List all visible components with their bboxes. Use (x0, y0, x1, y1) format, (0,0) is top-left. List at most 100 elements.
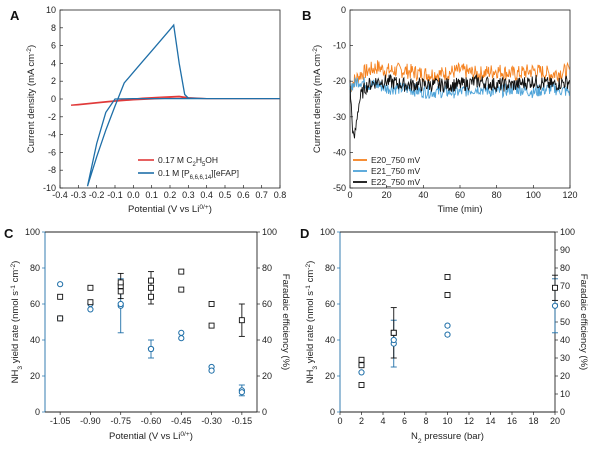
y-left-tick-label: 20 (325, 371, 335, 381)
x-tick-label: 0.4 (200, 190, 213, 200)
panel-d-label: D (300, 226, 309, 241)
y-tick-label: 0 (51, 94, 56, 104)
fe-point (117, 288, 124, 295)
y-right-tick-label: 40 (262, 335, 272, 345)
fe-point (148, 277, 154, 284)
x-tick-label: -0.2 (89, 190, 105, 200)
y-left-axis-label: NH3 yield rate (nmol s-1 cm-2) (305, 261, 319, 384)
panel-a-label: A (10, 8, 20, 23)
panel-c-label: C (4, 226, 14, 241)
y-tick-label: -6 (48, 147, 56, 157)
panel-d: D0 2 4 6 8 10 12 14 16 18 200204060801000102030405… (300, 226, 589, 445)
x-tick-label: -0.45 (171, 416, 192, 426)
y-left-tick-label: 60 (30, 299, 40, 309)
fe-point (444, 274, 451, 280)
y-left-tick-label: 20 (30, 371, 40, 381)
yield-point (147, 345, 155, 353)
x-tick-label: 20 (382, 190, 392, 200)
x-tick-label: 0.7 (255, 190, 268, 200)
x-tick-label: 0.3 (182, 190, 195, 200)
y-tick-label: -30 (333, 112, 346, 122)
x-tick-label: 2 (359, 416, 364, 426)
y-right-tick-label: 70 (560, 281, 570, 291)
x-tick-label: 0.1 (145, 190, 158, 200)
x-tick-label: 40 (418, 190, 428, 200)
x-axis-label: Potential (V vs Li0/+) (109, 431, 193, 443)
fe-point (358, 356, 365, 363)
fe-point (390, 329, 397, 336)
yield-point (208, 367, 215, 374)
x-tick-label: 0 (347, 190, 352, 200)
y-right-tick-label: 80 (262, 263, 272, 273)
x-tick-label: 16 (507, 416, 517, 426)
x-tick-label: -0.4 (52, 190, 68, 200)
x-axis-label: Time (min) (437, 204, 482, 215)
panel-c: C -1.05 -0.90 -0.75 -0.60 -0.45 -0.30 -0.15 0 20 4… (4, 226, 291, 442)
y-tick-label: -10 (43, 183, 56, 193)
fe-point (87, 284, 94, 291)
y-left-tick-label: 0 (330, 407, 335, 417)
fe-point (444, 292, 451, 298)
fe-point (208, 322, 215, 329)
yield-point (444, 322, 451, 329)
y-right-tick-label: 10 (560, 389, 570, 399)
series-line-2 (86, 23, 280, 187)
y-right-tick-label: 20 (262, 371, 272, 381)
y-right-tick-label: 20 (560, 371, 570, 381)
fe-point (117, 279, 124, 286)
yield-point (390, 336, 397, 344)
y-left-tick-label: 80 (325, 263, 335, 273)
y-tick-label: -50 (333, 183, 346, 193)
y-left-tick-label: 80 (30, 263, 40, 273)
x-tick-label: 0.6 (237, 190, 250, 200)
x-tick-label: -1.05 (50, 416, 71, 426)
y-right-tick-label: 100 (262, 227, 277, 237)
x-tick-label: 0 (337, 416, 342, 426)
x-tick-label: 20 (550, 416, 560, 426)
y-tick-label: -8 (48, 165, 56, 175)
yield-point (117, 300, 124, 308)
panel-b: B 0 20 40 60 80 100 120 0 -10 -20 -30 -40 -50 Time (mi… (302, 5, 578, 215)
x-tick-label: 80 (492, 190, 502, 200)
y-axis-label: Current density (mA cm-2) (312, 45, 324, 153)
yield-mean-marker (551, 302, 559, 309)
x-axis-label: Potential (V vs Li0/+) (128, 204, 212, 216)
x-tick-label: -0.3 (71, 190, 87, 200)
x-tick-label: 8 (423, 416, 428, 426)
y-tick-label: 4 (51, 58, 56, 68)
fe-point (208, 301, 215, 307)
yield-point (238, 389, 245, 396)
series-line-2 (349, 76, 570, 99)
fe-mean-marker (148, 284, 154, 291)
y-left-tick-label: 100 (320, 227, 335, 237)
legend-entry: E22_750 mV (371, 177, 420, 187)
y-tick-label: 6 (51, 41, 56, 51)
y-tick-label: 0 (341, 5, 346, 15)
x-tick-label: 60 (455, 190, 465, 200)
x-tick-label: -0.30 (201, 416, 222, 426)
x-tick-label: 0.2 (164, 190, 177, 200)
x-tick-label: -0.90 (80, 416, 101, 426)
y-left-tick-label: 60 (325, 299, 335, 309)
y-left-tick-label: 40 (325, 335, 335, 345)
y-left-tick-label: 0 (35, 407, 40, 417)
y-tick-label: -4 (48, 130, 56, 140)
x-tick-label: 0.5 (219, 190, 232, 200)
series-line-1 (70, 95, 280, 106)
y-right-tick-label: 30 (560, 353, 570, 363)
y-tick-label: -10 (333, 41, 346, 51)
legend-entry: E20_750 mV (371, 155, 420, 165)
series-line-3 (349, 73, 570, 139)
x-tick-label: 4 (380, 416, 385, 426)
y-tick-label: -2 (48, 112, 56, 122)
fe-point (87, 299, 94, 306)
fe-point (358, 382, 365, 388)
x-tick-label: 12 (464, 416, 474, 426)
y-right-tick-label: 60 (560, 299, 570, 309)
series-line-1 (349, 60, 570, 92)
x-tick-label: 14 (485, 416, 495, 426)
y-left-axis-label: NH3 yield rate (nmol s-1 cm-2) (10, 261, 24, 384)
x-tick-label: 6 (402, 416, 407, 426)
y-right-axis-label: Faradaic efficiency (%) (280, 274, 291, 370)
x-tick-label: -0.1 (107, 190, 123, 200)
